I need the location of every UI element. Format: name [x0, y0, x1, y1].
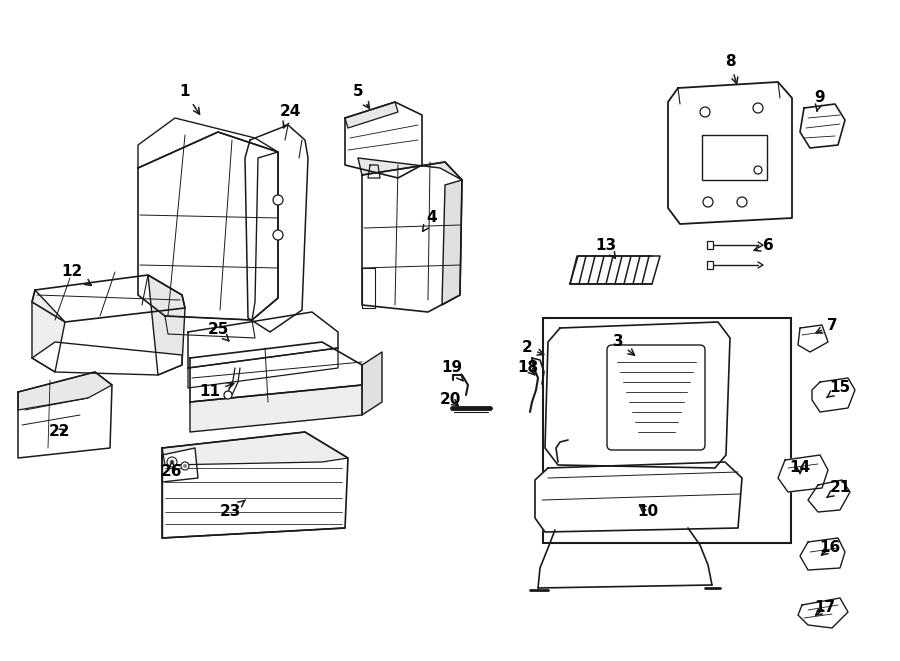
Text: 21: 21	[826, 481, 850, 498]
Text: 2: 2	[522, 340, 544, 356]
Polygon shape	[345, 102, 422, 178]
Text: 3: 3	[613, 334, 634, 355]
Text: 26: 26	[161, 461, 183, 479]
Circle shape	[737, 197, 747, 207]
Polygon shape	[162, 432, 348, 538]
Polygon shape	[368, 165, 380, 178]
Text: 19: 19	[441, 360, 463, 381]
Polygon shape	[362, 268, 375, 308]
Polygon shape	[32, 342, 182, 375]
Text: 6: 6	[754, 237, 773, 253]
Polygon shape	[800, 538, 845, 570]
Polygon shape	[188, 348, 338, 388]
Polygon shape	[32, 290, 65, 372]
Polygon shape	[800, 104, 845, 148]
Polygon shape	[190, 385, 362, 432]
Polygon shape	[188, 312, 338, 368]
Circle shape	[700, 107, 710, 117]
Polygon shape	[808, 480, 850, 512]
Polygon shape	[442, 180, 462, 305]
Text: 18: 18	[518, 360, 538, 375]
Polygon shape	[358, 158, 462, 180]
Polygon shape	[190, 342, 362, 402]
Circle shape	[753, 103, 763, 113]
Polygon shape	[535, 462, 742, 532]
Bar	[707, 261, 713, 269]
Polygon shape	[18, 372, 112, 458]
Polygon shape	[362, 162, 462, 312]
Text: 25: 25	[207, 323, 229, 341]
Bar	[543, 318, 791, 543]
Circle shape	[273, 195, 283, 205]
Polygon shape	[245, 125, 308, 332]
Text: 24: 24	[279, 104, 301, 128]
Text: 22: 22	[50, 424, 71, 440]
Text: 4: 4	[422, 210, 437, 231]
Circle shape	[703, 197, 713, 207]
Circle shape	[754, 166, 762, 174]
Polygon shape	[18, 372, 112, 410]
Polygon shape	[138, 118, 278, 168]
Text: 10: 10	[637, 504, 659, 520]
Text: 1: 1	[180, 85, 200, 114]
Text: 23: 23	[220, 500, 246, 520]
Polygon shape	[545, 322, 730, 468]
Polygon shape	[362, 352, 382, 415]
Polygon shape	[798, 325, 828, 352]
Polygon shape	[32, 275, 185, 322]
Circle shape	[169, 459, 175, 465]
Polygon shape	[148, 275, 185, 375]
Circle shape	[167, 457, 177, 467]
Text: 12: 12	[61, 264, 91, 286]
Circle shape	[224, 391, 232, 399]
Bar	[707, 241, 713, 249]
Text: 20: 20	[439, 393, 461, 407]
Polygon shape	[345, 102, 398, 128]
Text: 16: 16	[819, 541, 841, 555]
Polygon shape	[162, 448, 198, 482]
Text: 15: 15	[826, 381, 850, 397]
Text: 9: 9	[814, 91, 825, 111]
Circle shape	[181, 462, 189, 470]
Polygon shape	[162, 432, 348, 465]
Text: 13: 13	[596, 237, 617, 258]
Polygon shape	[252, 152, 278, 320]
Bar	[702, 135, 767, 180]
Text: 8: 8	[724, 54, 738, 84]
Polygon shape	[798, 598, 848, 628]
Text: 17: 17	[814, 600, 835, 615]
Text: 14: 14	[789, 461, 811, 475]
Text: 11: 11	[200, 383, 234, 399]
Text: 7: 7	[816, 317, 837, 333]
Polygon shape	[812, 378, 855, 412]
Circle shape	[273, 230, 283, 240]
Text: 5: 5	[353, 85, 369, 108]
FancyBboxPatch shape	[607, 345, 705, 450]
Polygon shape	[138, 132, 278, 320]
Polygon shape	[778, 455, 828, 492]
Circle shape	[183, 464, 187, 468]
Polygon shape	[165, 316, 255, 338]
Polygon shape	[668, 82, 792, 224]
